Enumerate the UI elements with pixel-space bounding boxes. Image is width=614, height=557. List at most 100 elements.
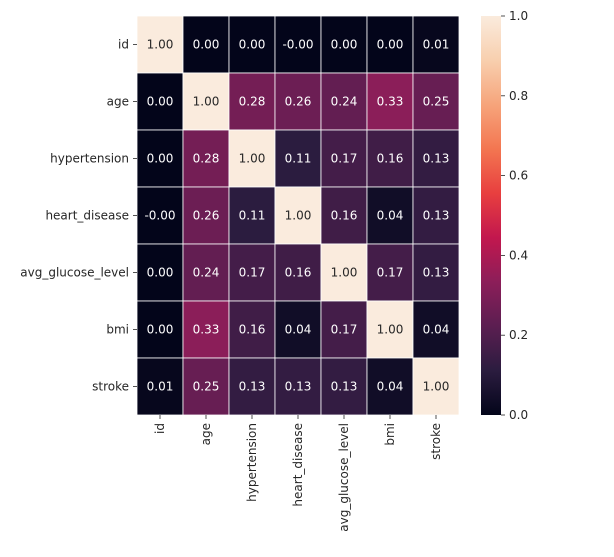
y-tick-label-age: age: [107, 95, 129, 109]
heatmap-cell-hypertension-hypertension: [228, 129, 276, 188]
y-tick-label-stroke: stroke: [92, 380, 129, 394]
cell-label-id-id: 1.00: [147, 38, 174, 52]
heatmap-cell-heart_disease-heart_disease: [274, 186, 322, 245]
colorbar-tick-label: 0.2: [509, 328, 528, 342]
heatmap-cell-stroke-hypertension: [228, 357, 276, 416]
heatmap-cell-heart_disease-age: [182, 186, 230, 245]
cell-label-age-avg_glucose_level: 0.24: [331, 95, 358, 109]
heatmap-cell-stroke-bmi: [366, 357, 414, 416]
cell-label-heart_disease-stroke: 0.13: [423, 209, 450, 223]
heatmap-cell-heart_disease-stroke: [412, 186, 460, 245]
heatmap-cell-hypertension-stroke: [412, 129, 460, 188]
cell-label-hypertension-hypertension: 1.00: [239, 152, 266, 166]
cell-label-hypertension-age: 0.28: [193, 152, 220, 166]
heatmap-cell-stroke-stroke: [412, 357, 460, 416]
x-tick-label-stroke: stroke: [429, 423, 443, 460]
cell-label-age-age: 1.00: [193, 95, 220, 109]
x-tick-label-id: id: [153, 423, 167, 434]
cell-label-bmi-bmi: 1.00: [377, 323, 404, 337]
heatmap-cell-age-stroke: [412, 72, 460, 131]
colorbar-tick-label: 0.8: [509, 89, 528, 103]
heatmap-cell-hypertension-avg_glucose_level: [320, 129, 368, 188]
heatmap-cell-hypertension-age: [182, 129, 230, 188]
heatmap-cell-bmi-avg_glucose_level: [320, 300, 368, 359]
heatmap-cell-age-avg_glucose_level: [320, 72, 368, 131]
cell-label-heart_disease-heart_disease: 1.00: [285, 209, 312, 223]
x-tick-label-age: age: [199, 423, 213, 445]
heatmap-cell-id-hypertension: [228, 15, 276, 74]
cell-label-id-stroke: 0.01: [423, 38, 450, 52]
x-tick-label-bmi: bmi: [383, 423, 397, 446]
cell-label-age-heart_disease: 0.26: [285, 95, 312, 109]
y-tick-label-id: id: [118, 38, 129, 52]
cell-label-bmi-heart_disease: 0.04: [285, 323, 312, 337]
colorbar-ticks: 0.0 0.2 0.4 0.6 0.8 1.0: [501, 9, 528, 422]
cell-label-avg_glucose_level-heart_disease: 0.16: [285, 266, 312, 280]
cell-label-avg_glucose_level-age: 0.24: [193, 266, 220, 280]
heatmap-cell-bmi-age: [182, 300, 230, 359]
heatmap-cell-avg_glucose_level-hypertension: [228, 243, 276, 302]
cell-label-avg_glucose_level-id: 0.00: [147, 266, 174, 280]
cell-label-age-bmi: 0.33: [377, 95, 404, 109]
cell-label-stroke-age: 0.25: [193, 380, 220, 394]
cell-label-hypertension-bmi: 0.16: [377, 152, 404, 166]
cell-label-hypertension-avg_glucose_level: 0.17: [331, 152, 358, 166]
heatmap-cell-stroke-id: [136, 357, 184, 416]
heatmap-cell-id-age: [182, 15, 230, 74]
heatmap-cell-bmi-heart_disease: [274, 300, 322, 359]
cell-label-avg_glucose_level-hypertension: 0.17: [239, 266, 266, 280]
y-tick-label-bmi: bmi: [106, 323, 129, 337]
y-axis-ticks: id age hypertension heart_disease avg_glucos…: [20, 38, 137, 394]
heatmap-cell-bmi-hypertension: [228, 300, 276, 359]
cell-label-age-stroke: 0.25: [423, 95, 450, 109]
cell-label-hypertension-heart_disease: 0.11: [285, 152, 312, 166]
x-axis-ticks: id age hypertension heart_disease avg_glucos…: [153, 415, 443, 532]
colorbar: [481, 16, 501, 415]
heatmap-cell-labels: 1.00 0.00 0.00 -0.00 0.00 0.00 0.01 0.00 1.00 0.2…: [144, 38, 449, 394]
cell-label-hypertension-stroke: 0.13: [423, 152, 450, 166]
heatmap-cell-avg_glucose_level-id: [136, 243, 184, 302]
y-tick-label-avg_glucose_level: avg_glucose_level: [20, 266, 129, 280]
y-tick-label-hypertension: hypertension: [50, 152, 129, 166]
heatmap-cell-id-bmi: [366, 15, 414, 74]
cell-label-stroke-heart_disease: 0.13: [285, 380, 312, 394]
heatmap-cell-hypertension-heart_disease: [274, 129, 322, 188]
cell-label-id-heart_disease: -0.00: [282, 38, 313, 52]
heatmap-cell-id-id: [136, 15, 184, 74]
cell-label-age-hypertension: 0.28: [239, 95, 266, 109]
colorbar-tick-label: 0.6: [509, 169, 528, 183]
cell-label-id-hypertension: 0.00: [239, 38, 266, 52]
y-tick-label-heart_disease: heart_disease: [45, 209, 129, 223]
cell-label-id-age: 0.00: [193, 38, 220, 52]
cell-label-hypertension-id: 0.00: [147, 152, 174, 166]
cell-label-avg_glucose_level-avg_glucose_level: 1.00: [331, 266, 358, 280]
cell-label-bmi-id: 0.00: [147, 323, 174, 337]
cell-label-heart_disease-id: -0.00: [144, 209, 175, 223]
heatmap-cell-age-hypertension: [228, 72, 276, 131]
x-tick-label-hypertension: hypertension: [245, 423, 259, 502]
cell-label-avg_glucose_level-stroke: 0.13: [423, 266, 450, 280]
cell-label-heart_disease-hypertension: 0.11: [239, 209, 266, 223]
cell-label-heart_disease-avg_glucose_level: 0.16: [331, 209, 358, 223]
heatmap-cell-bmi-id: [136, 300, 184, 359]
cell-label-bmi-avg_glucose_level: 0.17: [331, 323, 358, 337]
colorbar-tick-label: 1.0: [509, 9, 528, 23]
heatmap-cell-hypertension-bmi: [366, 129, 414, 188]
colorbar-tick-label: 0.0: [509, 408, 528, 422]
heatmap-cells: [136, 15, 460, 416]
cell-label-stroke-avg_glucose_level: 0.13: [331, 380, 358, 394]
cell-label-bmi-hypertension: 0.16: [239, 323, 266, 337]
colorbar-tick-label: 0.4: [509, 248, 528, 262]
heatmap-cell-id-heart_disease: [274, 15, 322, 74]
heatmap-cell-stroke-avg_glucose_level: [320, 357, 368, 416]
x-tick-label-avg_glucose_level: avg_glucose_level: [337, 423, 351, 532]
cell-label-bmi-age: 0.33: [193, 323, 220, 337]
heatmap-cell-stroke-heart_disease: [274, 357, 322, 416]
heatmap-cell-bmi-stroke: [412, 300, 460, 359]
cell-label-heart_disease-age: 0.26: [193, 209, 220, 223]
cell-label-avg_glucose_level-bmi: 0.17: [377, 266, 404, 280]
cell-label-heart_disease-bmi: 0.04: [377, 209, 404, 223]
cell-label-stroke-bmi: 0.04: [377, 380, 404, 394]
heatmap-cell-heart_disease-bmi: [366, 186, 414, 245]
